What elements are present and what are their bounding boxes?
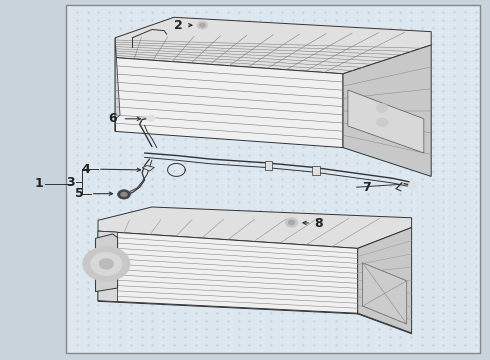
- Circle shape: [285, 218, 298, 227]
- Text: 6: 6: [108, 112, 117, 125]
- Bar: [312, 166, 320, 175]
- Text: 8: 8: [315, 217, 323, 230]
- Polygon shape: [363, 263, 407, 324]
- Polygon shape: [115, 58, 343, 148]
- Circle shape: [197, 21, 208, 29]
- Polygon shape: [115, 38, 120, 131]
- Polygon shape: [98, 231, 358, 313]
- Circle shape: [91, 252, 122, 275]
- Text: 7: 7: [363, 181, 371, 194]
- Circle shape: [99, 258, 114, 269]
- Bar: [66, 5, 480, 353]
- Circle shape: [376, 104, 388, 112]
- Polygon shape: [98, 207, 412, 248]
- Polygon shape: [115, 17, 431, 74]
- Text: 2: 2: [174, 19, 183, 32]
- Bar: [265, 161, 272, 170]
- Circle shape: [199, 23, 205, 27]
- Circle shape: [121, 192, 127, 197]
- Text: 3: 3: [66, 176, 74, 189]
- Text: 5: 5: [74, 187, 83, 200]
- Polygon shape: [358, 228, 412, 333]
- Polygon shape: [142, 166, 154, 171]
- Polygon shape: [348, 90, 424, 153]
- Circle shape: [118, 190, 130, 199]
- Polygon shape: [98, 231, 118, 302]
- Circle shape: [376, 118, 388, 127]
- Circle shape: [83, 247, 130, 281]
- Text: 1: 1: [35, 177, 44, 190]
- Text: 4: 4: [82, 163, 91, 176]
- Polygon shape: [96, 234, 118, 292]
- Circle shape: [408, 183, 418, 190]
- Polygon shape: [343, 45, 431, 176]
- Circle shape: [147, 115, 155, 121]
- Circle shape: [288, 220, 295, 225]
